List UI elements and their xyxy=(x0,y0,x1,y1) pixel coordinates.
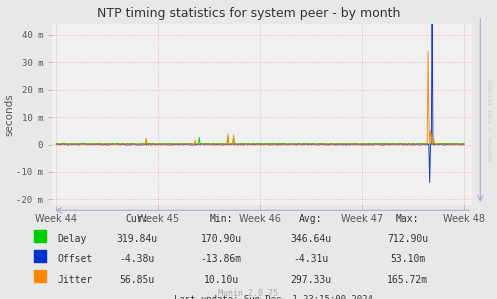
Text: Offset: Offset xyxy=(57,254,92,264)
Text: Delay: Delay xyxy=(57,234,86,244)
Text: -13.86m: -13.86m xyxy=(201,254,242,264)
Text: -4.31u: -4.31u xyxy=(293,254,328,264)
Text: NTP timing statistics for system peer - by month: NTP timing statistics for system peer - … xyxy=(97,7,400,20)
Text: Min:: Min: xyxy=(209,214,233,224)
Text: 712.90u: 712.90u xyxy=(387,234,428,244)
Text: 53.10m: 53.10m xyxy=(390,254,425,264)
Text: RRDTOOL / TOBI OETIKER: RRDTOOL / TOBI OETIKER xyxy=(489,78,494,161)
Text: Cur:: Cur: xyxy=(125,214,149,224)
Text: Avg:: Avg: xyxy=(299,214,323,224)
Text: 170.90u: 170.90u xyxy=(201,234,242,244)
Text: 319.84u: 319.84u xyxy=(116,234,157,244)
Text: 165.72m: 165.72m xyxy=(387,275,428,285)
Text: 297.33u: 297.33u xyxy=(290,275,331,285)
Text: Last update: Sun Dec  1 23:15:00 2024: Last update: Sun Dec 1 23:15:00 2024 xyxy=(174,295,373,299)
Text: Munin 2.0.75: Munin 2.0.75 xyxy=(219,289,278,298)
Text: Jitter: Jitter xyxy=(57,275,92,285)
Text: Max:: Max: xyxy=(396,214,419,224)
Text: -4.38u: -4.38u xyxy=(119,254,154,264)
Y-axis label: seconds: seconds xyxy=(5,93,15,136)
Text: 346.64u: 346.64u xyxy=(290,234,331,244)
Text: 10.10u: 10.10u xyxy=(204,275,239,285)
Text: 56.85u: 56.85u xyxy=(119,275,154,285)
